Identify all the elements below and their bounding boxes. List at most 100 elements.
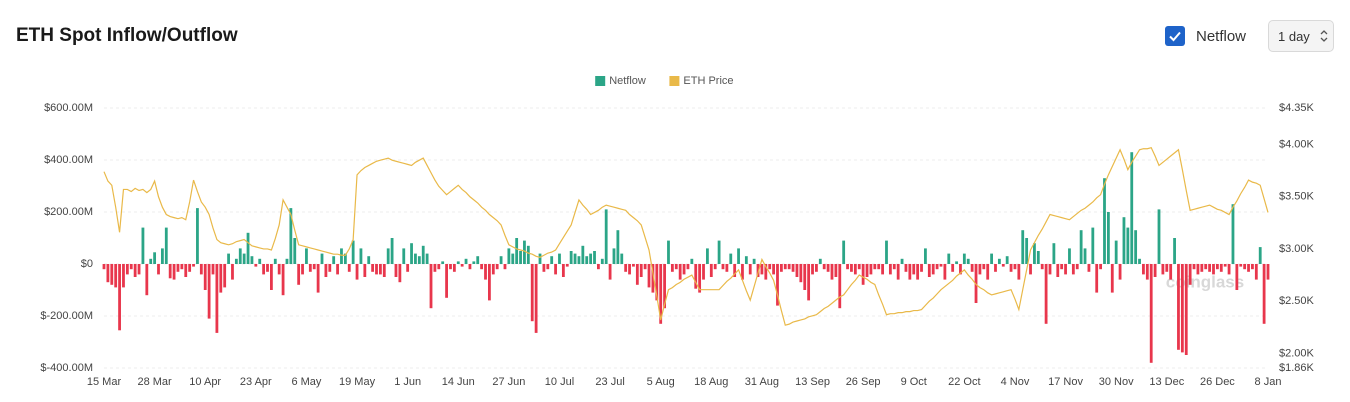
netflow-bar [1235, 264, 1239, 290]
netflow-bar [293, 238, 297, 264]
netflow-bar [912, 264, 916, 275]
netflow-checkbox[interactable] [1165, 26, 1185, 46]
netflow-bar [1161, 264, 1165, 275]
y2-tick-label: $1.86K [1279, 362, 1315, 374]
netflow-bar [176, 264, 180, 272]
y-tick-label: $200.00M [44, 206, 93, 218]
netflow-bar [670, 264, 674, 272]
netflow-bar [122, 264, 125, 288]
netflow-bar [865, 264, 869, 277]
netflow-bar [1060, 264, 1064, 270]
netflow-bar [869, 264, 873, 275]
netflow-bar [172, 264, 176, 280]
y-tick-label: $0 [81, 258, 93, 270]
netflow-bar [986, 264, 990, 280]
netflow-bar [1099, 264, 1103, 270]
netflow-bar [371, 264, 375, 272]
netflow-bar [1215, 264, 1219, 270]
x-tick-label: 17 Nov [1048, 376, 1083, 388]
netflow-bar [149, 258, 153, 264]
netflow-bar [561, 264, 565, 277]
y2-tick-label: $4.35K [1279, 102, 1315, 114]
netflow-bar [1013, 264, 1017, 270]
netflow-bar [1071, 264, 1075, 275]
netflow-bar [1254, 264, 1258, 280]
netflow-bar [674, 264, 678, 270]
x-tick-label: 14 Jun [442, 376, 475, 388]
netflow-bar [289, 208, 293, 264]
netflow-bar [569, 251, 573, 264]
netflow-bar [853, 264, 857, 275]
netflow-bar [779, 264, 783, 272]
y2-tick-label: $2.00K [1279, 347, 1315, 359]
x-tick-label: 13 Sep [795, 376, 830, 388]
legend-swatch [595, 76, 606, 86]
netflow-bar [554, 264, 557, 275]
netflow-bar [600, 258, 604, 264]
netflow-bar [258, 258, 262, 264]
netflow-bar [1227, 264, 1231, 275]
netflow-bar [305, 248, 308, 264]
netflow-bar [667, 240, 670, 264]
netflow-bar [741, 264, 744, 280]
netflow-bar [429, 264, 433, 309]
netflow-bar [982, 264, 986, 270]
netflow-bar [437, 264, 441, 270]
x-tick-label: 6 May [291, 376, 321, 388]
netflow-bar [818, 258, 822, 264]
netflow-bar [1029, 264, 1032, 275]
netflow-bar [1118, 264, 1122, 280]
netflow-bar [604, 209, 608, 264]
x-tick-label: 26 Sep [846, 376, 881, 388]
y2-tick-label: $3.00K [1279, 243, 1315, 255]
netflow-bar [920, 264, 923, 272]
netflow-bar [262, 264, 266, 275]
y-tick-label: $-200.00M [40, 310, 93, 322]
netflow-bar [1153, 264, 1157, 277]
netflow-bar [464, 258, 468, 264]
netflow-bar [888, 264, 892, 275]
netflow-bar [1079, 230, 1083, 264]
netflow-bar [698, 264, 702, 293]
netflow-bar [1048, 264, 1052, 275]
netflow-bar [643, 264, 647, 270]
netflow-bar [1149, 264, 1153, 363]
netflow-bar [266, 264, 269, 272]
netflow-bar [1219, 264, 1223, 272]
checkbox-label[interactable]: Netflow [1196, 28, 1247, 45]
netflow-bar [441, 261, 445, 264]
netflow-bar [1239, 264, 1243, 267]
interval-select[interactable]: 1 day [1268, 20, 1334, 52]
netflow-bar [1040, 264, 1044, 270]
netflow-bar [815, 264, 818, 272]
netflow-bar [924, 248, 927, 264]
netflow-bar [803, 264, 807, 290]
netflow-bar [188, 264, 192, 272]
x-tick-label: 18 Aug [694, 376, 728, 388]
netflow-bar [612, 248, 616, 264]
netflow-bar [737, 248, 740, 264]
x-tick-label: 28 Mar [137, 376, 172, 388]
legend-label: Netflow [609, 75, 646, 87]
netflow-bar [1200, 264, 1204, 272]
netflow-bar [433, 264, 437, 272]
netflow-bar [768, 264, 772, 270]
x-tick-label: 5 Aug [647, 376, 675, 388]
page-title: ETH Spot Inflow/Outflow [16, 25, 238, 46]
netflow-bar [1204, 264, 1208, 270]
netflow-bar [558, 253, 561, 264]
netflow-bar [748, 264, 752, 275]
netflow-bar [332, 256, 336, 264]
netflow-bar [597, 264, 600, 270]
netflow-bar [717, 240, 721, 264]
netflow-bar [336, 264, 339, 275]
netflow-bar [546, 264, 550, 270]
netflow-bar [1044, 264, 1048, 324]
netflow-bar [585, 256, 589, 264]
netflow-bar [269, 264, 273, 290]
netflow-bar [994, 264, 997, 272]
netflow-bar [238, 248, 242, 264]
netflow-bar [1157, 209, 1161, 264]
x-tick-label: 27 Jun [492, 376, 525, 388]
netflow-bar [402, 248, 406, 264]
